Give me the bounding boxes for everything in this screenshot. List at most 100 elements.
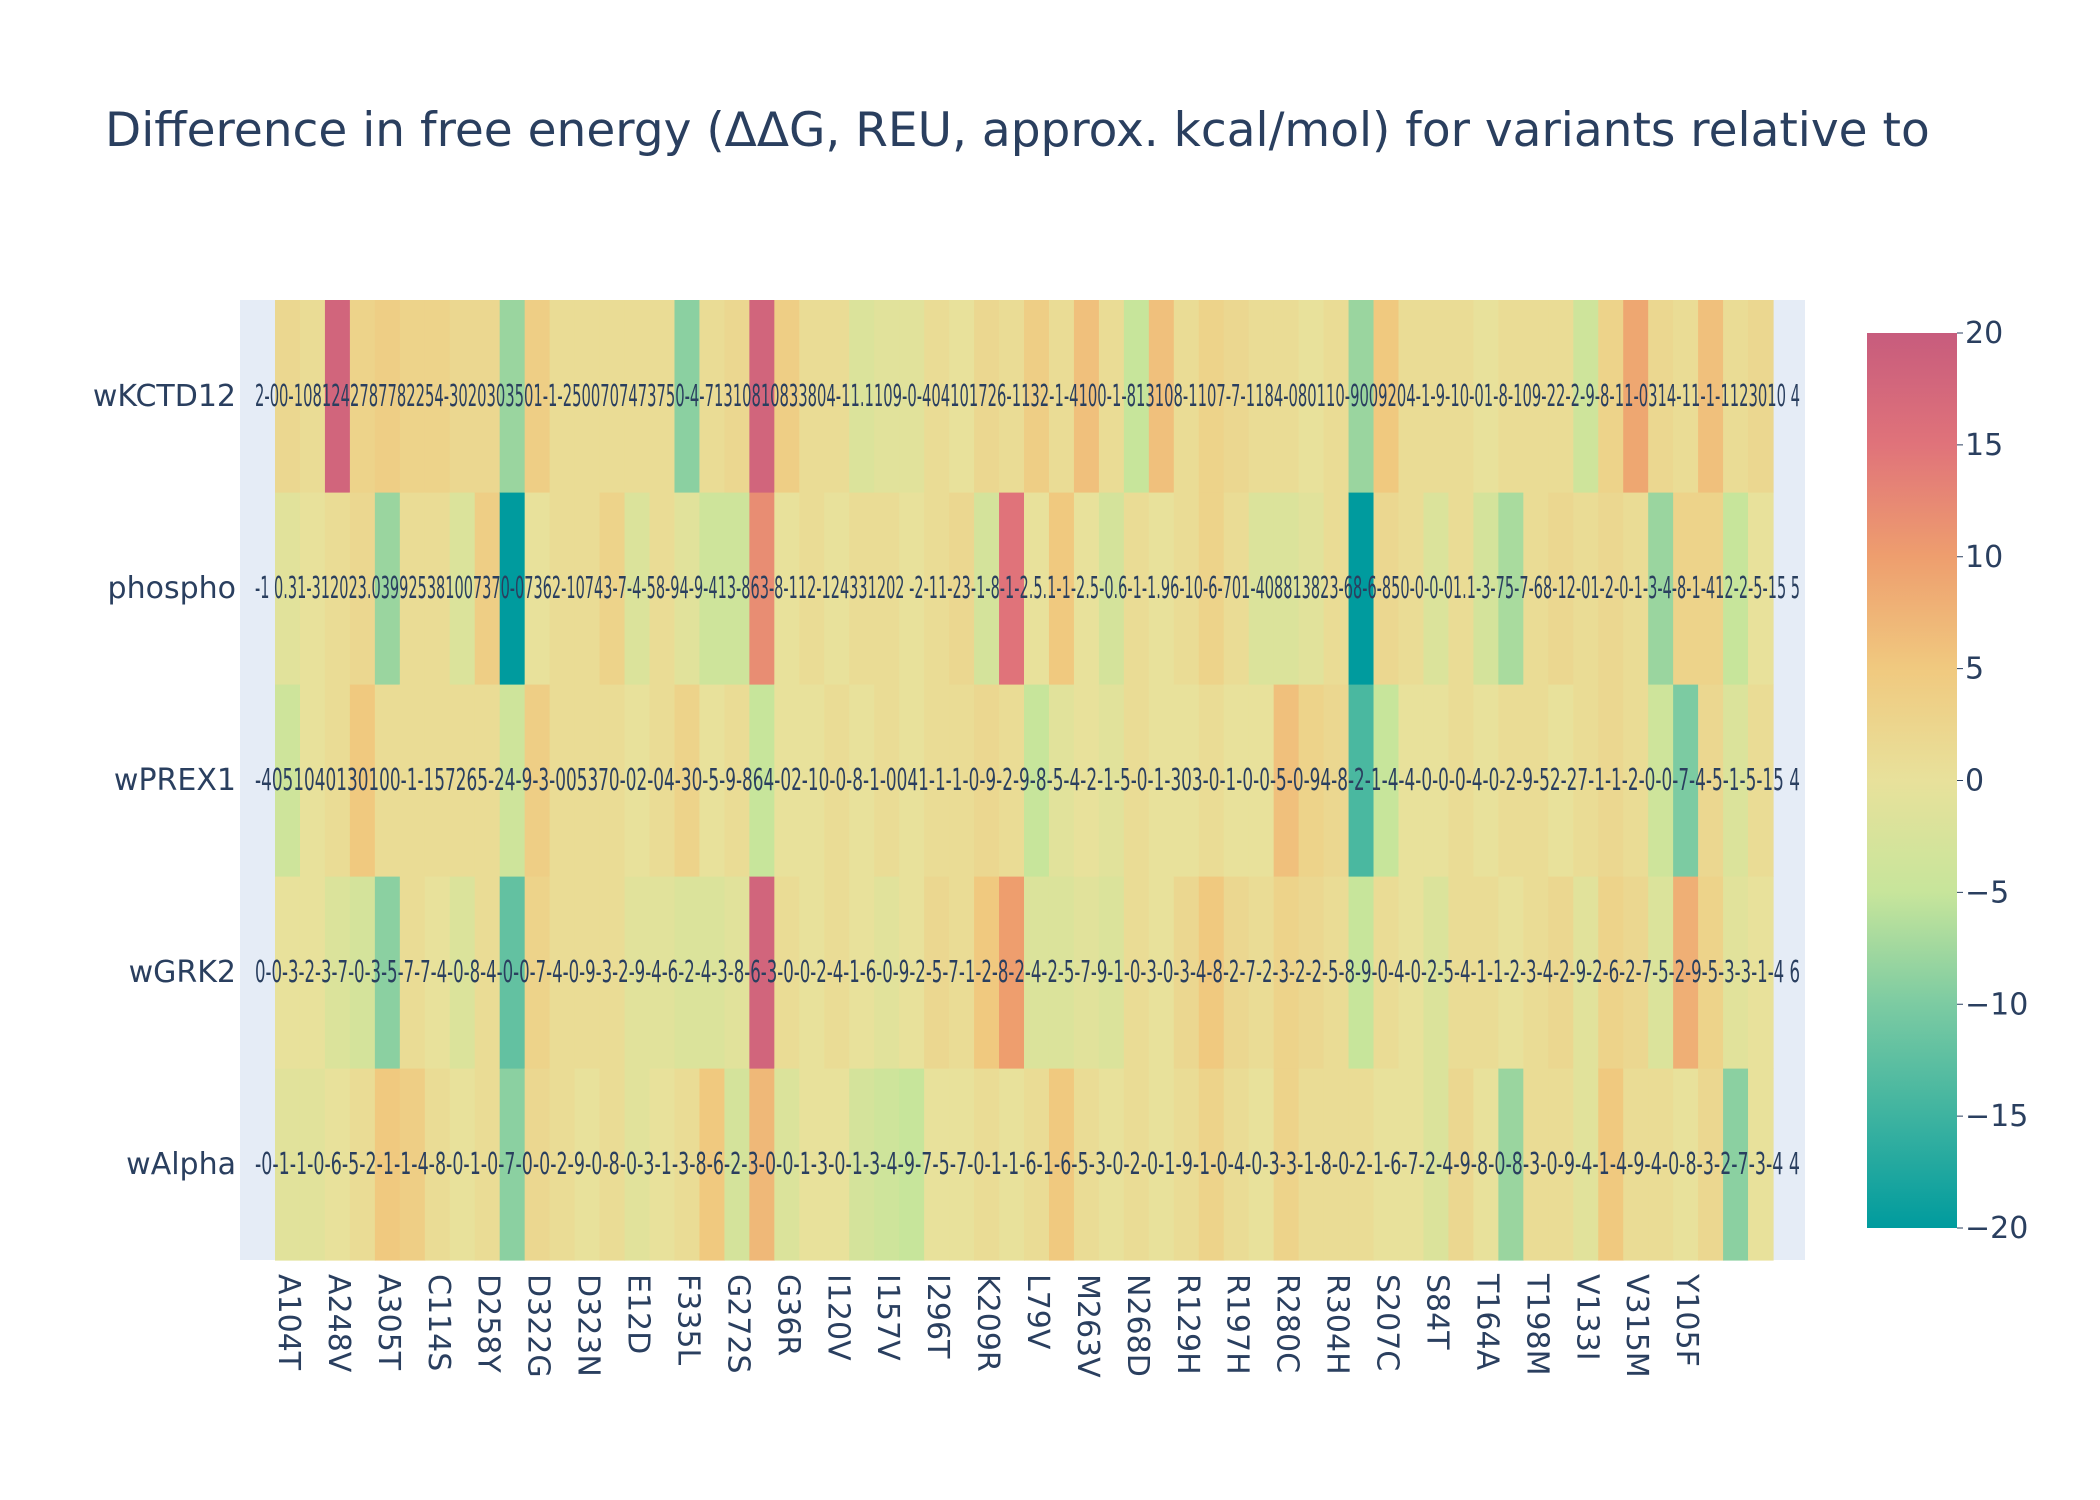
heatmap-cell	[674, 876, 701, 1069]
heatmap-cell	[599, 684, 626, 877]
heatmap-cell	[1248, 1068, 1275, 1261]
colorbar-tick-label: −20	[1965, 1211, 2028, 1246]
heatmap-cell	[1323, 300, 1350, 493]
heatmap-cell	[374, 684, 401, 877]
heatmap-cell	[449, 684, 476, 877]
heatmap-cell	[1548, 492, 1574, 685]
heatmap-cell	[1123, 684, 1150, 877]
x-tick-label: S84T	[1419, 1274, 1454, 1350]
heatmap-cell	[1048, 876, 1075, 1069]
heatmap-cell	[1323, 876, 1350, 1069]
heatmap-cell	[1573, 684, 1599, 877]
heatmap-cell	[549, 1068, 576, 1261]
x-tick-label: D322G	[521, 1274, 556, 1378]
heatmap-cell	[1223, 492, 1250, 685]
heatmap-cell	[275, 684, 301, 877]
heatmap-cell	[649, 684, 676, 877]
heatmap-cell	[1673, 684, 1699, 877]
heatmap-cell	[349, 1068, 376, 1261]
heatmap-cell	[1098, 876, 1125, 1069]
heatmap-cell	[1173, 876, 1200, 1069]
heatmap-cell	[1673, 1068, 1699, 1261]
cell-text-layer: -0-1-1-0-6-5-2-1-1-4-8-0-1-0-7-0-0-2-9-0…	[255, 379, 1800, 1182]
heatmap-cell	[1548, 876, 1574, 1069]
heatmap-cell	[674, 300, 701, 493]
heatmap-cell	[1323, 492, 1350, 685]
chart-title: Difference in free energy (ΔΔG, REU, app…	[105, 103, 1930, 158]
heatmap-cell	[1024, 300, 1050, 493]
heatmap-cell	[324, 684, 351, 877]
heatmap-cell	[1473, 1068, 1499, 1261]
x-tick-label: T164A	[1469, 1273, 1504, 1371]
heatmap-cell	[1723, 1068, 1749, 1261]
heatmap-cell	[1248, 492, 1275, 685]
heatmap-cell	[399, 876, 426, 1069]
heatmap-cell	[1473, 300, 1499, 493]
heatmap-cell	[1048, 1068, 1075, 1261]
x-axis: A104T A248V A305T C114S D258Y D322G D323N E12D F…	[271, 1273, 1704, 1378]
heatmap-cell	[1123, 1068, 1150, 1261]
heatmap-cell	[1423, 684, 1450, 877]
heatmap-cell	[674, 684, 701, 877]
heatmap-cell	[1073, 684, 1100, 877]
heatmap-cell	[1298, 876, 1325, 1069]
heatmap-cell	[574, 876, 601, 1069]
heatmap-cell	[1373, 876, 1400, 1069]
heatmap-cell	[349, 300, 376, 493]
heatmap-cell	[624, 876, 651, 1069]
heatmap-cell	[649, 1068, 676, 1261]
heatmap-cell	[424, 684, 451, 877]
x-tick-label: S207C	[1370, 1274, 1405, 1371]
heatmap-cell	[649, 492, 676, 685]
x-tick-label: L79V	[1020, 1274, 1055, 1350]
heatmap-cell	[1698, 492, 1724, 685]
heatmap-cell	[1748, 492, 1774, 685]
heatmap-cell	[299, 492, 326, 685]
heatmap-cell	[1348, 876, 1375, 1069]
colorbar: 20 15 10 5 0 −5 −10 −15 −20	[1867, 316, 2028, 1246]
heatmap-cell	[1173, 300, 1200, 493]
heatmap-cell	[974, 300, 1000, 493]
heatmap-cell	[1024, 1068, 1050, 1261]
heatmap-cell	[1573, 300, 1599, 493]
heatmap-cell	[1573, 1068, 1599, 1261]
heatmap-cell	[474, 684, 501, 877]
x-tick-label: M263V	[1070, 1274, 1105, 1378]
heatmap-cell	[774, 876, 800, 1069]
heatmap-cell	[424, 492, 451, 685]
heatmap-cell	[574, 684, 601, 877]
y-tick-label: wPREX1	[114, 763, 236, 798]
heatmap-cell	[1098, 684, 1125, 877]
heatmap-cell	[275, 492, 301, 685]
cell-text-walpha: -0-1-1-0-6-5-2-1-1-4-8-0-1-0-7-0-0-2-9-0…	[255, 1147, 1800, 1182]
heatmap-cell	[349, 684, 376, 877]
heatmap-cell	[474, 300, 501, 493]
heatmap-cell	[549, 300, 576, 493]
heatmap-cell	[599, 300, 626, 493]
heatmap-cell	[624, 300, 651, 493]
heatmap-cell	[1398, 492, 1425, 685]
heatmap-cell	[699, 684, 725, 877]
heatmap-cell	[949, 300, 975, 493]
heatmap-cell	[924, 684, 950, 877]
heatmap-cell	[1398, 684, 1425, 877]
heatmap-cells	[275, 300, 1774, 1261]
heatmap-cell	[1098, 492, 1125, 685]
heatmap-cell	[1723, 300, 1749, 493]
heatmap-cell	[849, 1068, 875, 1261]
heatmap-cell	[1198, 1068, 1225, 1261]
heatmap-cell	[749, 684, 775, 877]
heatmap-cell	[349, 492, 376, 685]
heatmap-cell	[374, 492, 401, 685]
heatmap-cell	[1048, 492, 1075, 685]
x-tick-label: E12D	[621, 1274, 656, 1354]
heatmap-cell	[774, 1068, 800, 1261]
heatmap-cell	[449, 876, 476, 1069]
heatmap-cell	[1348, 492, 1375, 685]
heatmap-cell	[974, 876, 1000, 1069]
heatmap-cell	[899, 492, 925, 685]
heatmap-cell	[374, 1068, 401, 1261]
heatmap-cell	[1498, 876, 1524, 1069]
heatmap-cell	[1173, 1068, 1200, 1261]
heatmap-cell	[1448, 684, 1474, 877]
